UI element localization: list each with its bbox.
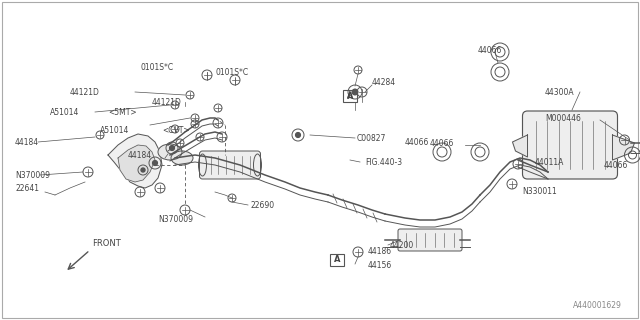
FancyBboxPatch shape xyxy=(200,151,260,179)
Text: A: A xyxy=(333,255,340,265)
Polygon shape xyxy=(513,135,527,157)
Text: <5MT>: <5MT> xyxy=(108,108,136,116)
Text: 44066: 44066 xyxy=(604,161,628,170)
Text: 0101S*C: 0101S*C xyxy=(140,62,173,71)
Circle shape xyxy=(170,146,175,150)
Polygon shape xyxy=(118,145,155,182)
Text: 44200: 44200 xyxy=(390,241,414,250)
Text: A51014: A51014 xyxy=(100,125,129,134)
Text: A: A xyxy=(347,91,353,100)
Text: 44186: 44186 xyxy=(368,247,392,257)
Text: 22690: 22690 xyxy=(250,201,274,210)
Text: FRONT: FRONT xyxy=(92,239,121,248)
Text: A51014: A51014 xyxy=(50,108,79,116)
Text: 44121D: 44121D xyxy=(152,98,182,107)
Text: 44300A: 44300A xyxy=(545,87,575,97)
Text: M000446: M000446 xyxy=(545,114,581,123)
Text: N370009: N370009 xyxy=(15,171,50,180)
Circle shape xyxy=(352,89,358,95)
FancyBboxPatch shape xyxy=(398,229,462,251)
Text: 44121D: 44121D xyxy=(70,87,100,97)
Text: 44156: 44156 xyxy=(368,260,392,269)
Text: A440001629: A440001629 xyxy=(573,301,622,310)
Text: 44066: 44066 xyxy=(430,139,454,148)
Text: N330011: N330011 xyxy=(522,188,557,196)
Polygon shape xyxy=(108,134,162,188)
Text: 22641: 22641 xyxy=(15,183,39,193)
Text: 44066: 44066 xyxy=(405,138,429,147)
Circle shape xyxy=(141,168,145,172)
Text: 0101S*C: 0101S*C xyxy=(215,68,248,76)
Text: A: A xyxy=(347,92,353,100)
Polygon shape xyxy=(612,135,634,160)
FancyBboxPatch shape xyxy=(330,254,344,266)
Text: 44284: 44284 xyxy=(372,77,396,86)
Text: 44184: 44184 xyxy=(15,138,39,147)
FancyBboxPatch shape xyxy=(343,90,357,102)
Text: N370009: N370009 xyxy=(158,215,193,225)
Text: 44066: 44066 xyxy=(478,45,502,54)
Circle shape xyxy=(152,161,157,165)
Ellipse shape xyxy=(171,151,193,165)
Text: <CVT>: <CVT> xyxy=(162,125,189,134)
Text: FIG.440-3: FIG.440-3 xyxy=(365,157,402,166)
Ellipse shape xyxy=(158,144,182,160)
Text: 44011A: 44011A xyxy=(535,157,564,166)
Text: 44184: 44184 xyxy=(128,150,152,159)
FancyBboxPatch shape xyxy=(522,111,618,179)
Circle shape xyxy=(296,132,300,137)
Text: C00827: C00827 xyxy=(357,133,387,142)
